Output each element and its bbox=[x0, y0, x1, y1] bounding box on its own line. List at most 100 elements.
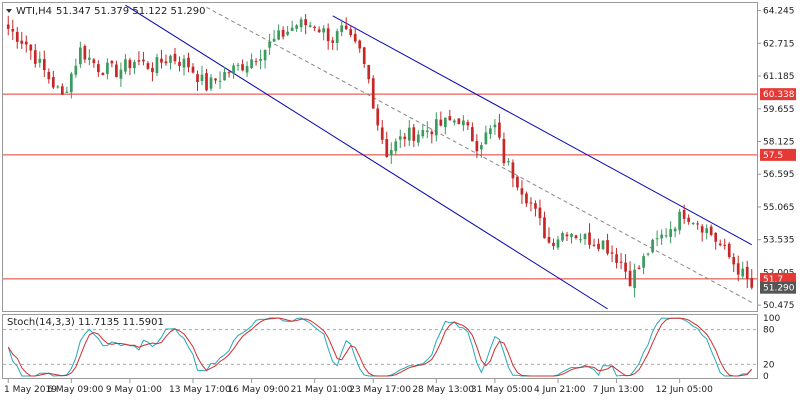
candle bbox=[421, 125, 425, 139]
candle-body bbox=[398, 136, 402, 140]
candle bbox=[29, 44, 33, 60]
candle bbox=[687, 214, 691, 225]
price-tick-label: 61.185 bbox=[763, 72, 795, 82]
candle bbox=[709, 224, 713, 237]
candle bbox=[579, 233, 582, 243]
candle-body bbox=[160, 58, 163, 63]
candle-body bbox=[115, 64, 118, 78]
candle bbox=[534, 200, 537, 217]
dropdown-triangle-icon[interactable] bbox=[6, 9, 12, 13]
candle-body bbox=[615, 254, 618, 263]
candle-body bbox=[173, 53, 177, 62]
candle-body bbox=[430, 131, 434, 135]
candle-body bbox=[38, 58, 42, 63]
candle bbox=[646, 252, 650, 257]
candle-body bbox=[101, 72, 105, 75]
candle bbox=[358, 39, 362, 53]
candle bbox=[376, 104, 380, 131]
candlesticks bbox=[6, 14, 754, 298]
candle bbox=[457, 118, 461, 125]
candle-body bbox=[385, 139, 389, 157]
candle-body bbox=[601, 240, 605, 250]
candle bbox=[259, 49, 262, 70]
candle bbox=[254, 58, 258, 66]
stoch-label: Stoch(14,3,3) 11.7135 11.5901 bbox=[7, 317, 164, 328]
candle bbox=[385, 131, 389, 158]
candle-body bbox=[362, 47, 366, 64]
candle-body bbox=[389, 150, 393, 155]
candle bbox=[489, 125, 492, 139]
candle bbox=[727, 242, 731, 259]
candle-body bbox=[543, 217, 546, 239]
candle bbox=[178, 56, 181, 72]
candle bbox=[592, 238, 596, 247]
price-tick-label: 58.125 bbox=[763, 137, 795, 147]
candle bbox=[56, 84, 60, 89]
candle bbox=[106, 58, 109, 80]
candle bbox=[448, 109, 452, 121]
candle-body bbox=[47, 72, 51, 80]
candle-body bbox=[651, 239, 654, 253]
candle bbox=[133, 59, 136, 75]
candle bbox=[516, 176, 519, 191]
candle-body bbox=[286, 31, 289, 35]
candle-body bbox=[74, 65, 78, 75]
candle bbox=[151, 62, 154, 82]
candle-body bbox=[281, 29, 285, 37]
candle bbox=[69, 71, 73, 99]
candle-body bbox=[169, 55, 172, 63]
regression-channel bbox=[125, 4, 752, 310]
candle bbox=[493, 119, 497, 135]
candle bbox=[628, 261, 632, 287]
candle bbox=[651, 238, 654, 254]
candle-body bbox=[259, 58, 262, 61]
candle-body bbox=[209, 77, 213, 89]
candle bbox=[705, 224, 709, 240]
candle bbox=[520, 180, 524, 205]
candle bbox=[119, 62, 123, 87]
candle bbox=[718, 239, 722, 247]
candle-body bbox=[191, 66, 195, 73]
candle-body bbox=[448, 116, 452, 121]
candle-body bbox=[682, 210, 686, 219]
candle-body bbox=[705, 228, 709, 234]
candle-body bbox=[475, 141, 479, 152]
candle bbox=[556, 235, 560, 250]
time-tick-label: 4 Jun 21:00 bbox=[534, 385, 586, 395]
candle bbox=[471, 122, 474, 142]
candle bbox=[299, 16, 303, 32]
candle-body bbox=[340, 25, 344, 33]
candle-body bbox=[335, 31, 339, 43]
candle-body bbox=[434, 119, 438, 136]
candle bbox=[669, 221, 672, 244]
candle-body bbox=[110, 61, 114, 64]
candle bbox=[547, 227, 551, 244]
candle bbox=[142, 51, 145, 66]
candle bbox=[340, 19, 344, 37]
candle bbox=[597, 238, 600, 252]
candle bbox=[196, 70, 199, 91]
candle bbox=[673, 226, 677, 238]
candle-body bbox=[624, 262, 627, 272]
candle-body bbox=[592, 244, 596, 246]
candle bbox=[588, 223, 591, 249]
candle bbox=[700, 224, 704, 242]
time-tick-label: 1 May 2019 bbox=[4, 385, 57, 395]
candle bbox=[750, 269, 754, 290]
candle bbox=[214, 78, 217, 84]
candle bbox=[561, 231, 564, 242]
candle bbox=[164, 54, 168, 66]
candle bbox=[281, 26, 285, 40]
candle bbox=[65, 86, 69, 94]
candle-body bbox=[78, 47, 82, 65]
candle bbox=[88, 49, 91, 66]
candle-body bbox=[322, 28, 326, 33]
candle-body bbox=[606, 240, 609, 254]
candle bbox=[732, 253, 736, 273]
candle-body bbox=[511, 162, 515, 179]
candle-body bbox=[60, 86, 64, 95]
time-tick-label: 16 May 09:00 bbox=[228, 385, 290, 395]
candle-body bbox=[124, 59, 127, 72]
